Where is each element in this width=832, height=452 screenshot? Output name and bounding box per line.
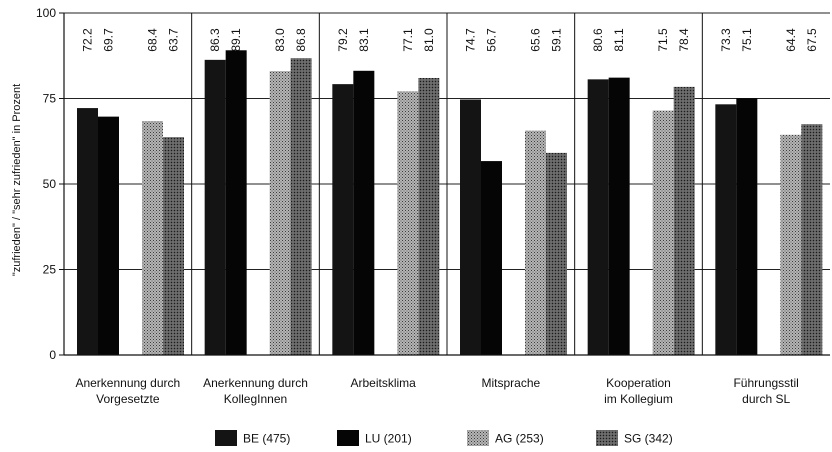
value-label-4-3: 78.4: [677, 28, 691, 52]
value-label-1-2: 83.0: [273, 28, 287, 52]
value-label-0-0: 72.2: [81, 28, 95, 52]
legend-label-0: BE (475): [243, 432, 290, 446]
x-category-label-line2-5: durch SL: [742, 392, 790, 406]
bar-4-2: [652, 110, 674, 355]
bar-2-2: [397, 91, 419, 356]
bar-4-0: [587, 79, 609, 356]
legend-swatch-2: [467, 430, 489, 446]
value-label-5-0: 73.3: [719, 28, 733, 52]
value-label-5-3: 67.5: [805, 28, 819, 52]
value-label-4-0: 80.6: [591, 28, 605, 52]
bar-0-0: [77, 108, 98, 356]
y-tick-label-0: 0: [49, 348, 56, 362]
bar-3-0: [460, 99, 481, 355]
legend-swatch-0: [215, 430, 237, 446]
bars: 72.2 69.7 68.4 63.7 86.3 89.1 83.0 86.8 79.2 83.1…: [77, 28, 823, 356]
value-label-1-3: 86.8: [294, 28, 308, 52]
bar-1-3: [290, 58, 312, 355]
value-label-1-0: 86.3: [208, 28, 222, 52]
x-category-label-0: Anerkennung durch: [75, 376, 180, 390]
bar-1-2: [269, 71, 291, 355]
bar-2-1: [353, 70, 375, 355]
legend: BE (475) LU (201) AG (253) SG (342): [215, 430, 673, 446]
value-label-2-0: 79.2: [336, 28, 350, 52]
x-category-label-2: Arbeitsklima: [350, 376, 416, 390]
bar-3-1: [481, 161, 502, 355]
value-label-3-1: 56.7: [485, 28, 499, 52]
value-label-2-2: 77.1: [401, 28, 415, 52]
value-label-2-1: 83.1: [357, 28, 371, 52]
legend-swatch-1: [337, 430, 359, 446]
bar-5-1: [736, 98, 758, 356]
x-category-label-line2-0: Vorgesetzte: [96, 392, 160, 406]
value-label-5-2: 64.4: [784, 28, 798, 52]
value-label-0-3: 63.7: [167, 28, 181, 52]
y-tick-label-50: 50: [43, 177, 57, 191]
x-category-label-3: Mitsprache: [481, 376, 540, 390]
x-category-label-line2-4: im Kollegium: [604, 392, 673, 406]
bar-3-2: [525, 130, 546, 355]
bar-2-3: [418, 77, 440, 355]
bar-1-0: [204, 59, 226, 355]
value-label-2-3: 81.0: [422, 28, 436, 52]
bar-3-3: [546, 152, 567, 355]
bar-5-2: [780, 134, 802, 355]
value-label-1-1: 89.1: [229, 28, 243, 52]
y-tick-label-75: 75: [43, 92, 57, 106]
x-category-label-4: Kooperation: [606, 376, 671, 390]
value-label-4-2: 71.5: [656, 28, 670, 52]
axes: 0 25 50 75 100 Anerkennung durch Vorgesetzte An…: [36, 6, 830, 406]
value-label-3-3: 59.1: [550, 28, 564, 52]
bar-5-3: [801, 124, 823, 356]
bar-4-1: [608, 77, 630, 355]
legend-swatch-3: [596, 430, 618, 446]
y-axis-title: "zufrieden" / "sehr zufrieden" in Prozen…: [11, 84, 23, 276]
value-label-3-2: 65.6: [529, 28, 543, 52]
y-tick-label-100: 100: [36, 6, 56, 20]
gridlines: [64, 12, 830, 355]
x-category-label-5: Führungsstil: [733, 376, 798, 390]
bar-2-0: [332, 84, 354, 356]
x-category-label-1: Anerkennung durch: [203, 376, 308, 390]
bar-1-1: [225, 50, 247, 355]
y-tick-label-25: 25: [43, 263, 57, 277]
value-label-4-1: 81.1: [612, 28, 626, 52]
legend-label-1: LU (201): [365, 432, 412, 446]
bar-0-1: [98, 116, 119, 355]
value-label-3-0: 74.7: [464, 28, 478, 52]
value-label-5-1: 75.1: [740, 28, 754, 52]
value-label-0-2: 68.4: [146, 28, 160, 52]
bar-5-0: [715, 104, 737, 356]
bar-4-3: [673, 86, 695, 355]
bar-0-3: [163, 137, 184, 355]
x-category-label-line2-1: KollegInnen: [224, 392, 287, 406]
legend-label-3: SG (342): [624, 432, 673, 446]
value-label-0-1: 69.7: [102, 28, 116, 52]
bar-0-2: [142, 121, 163, 356]
legend-label-2: AG (253): [495, 432, 544, 446]
